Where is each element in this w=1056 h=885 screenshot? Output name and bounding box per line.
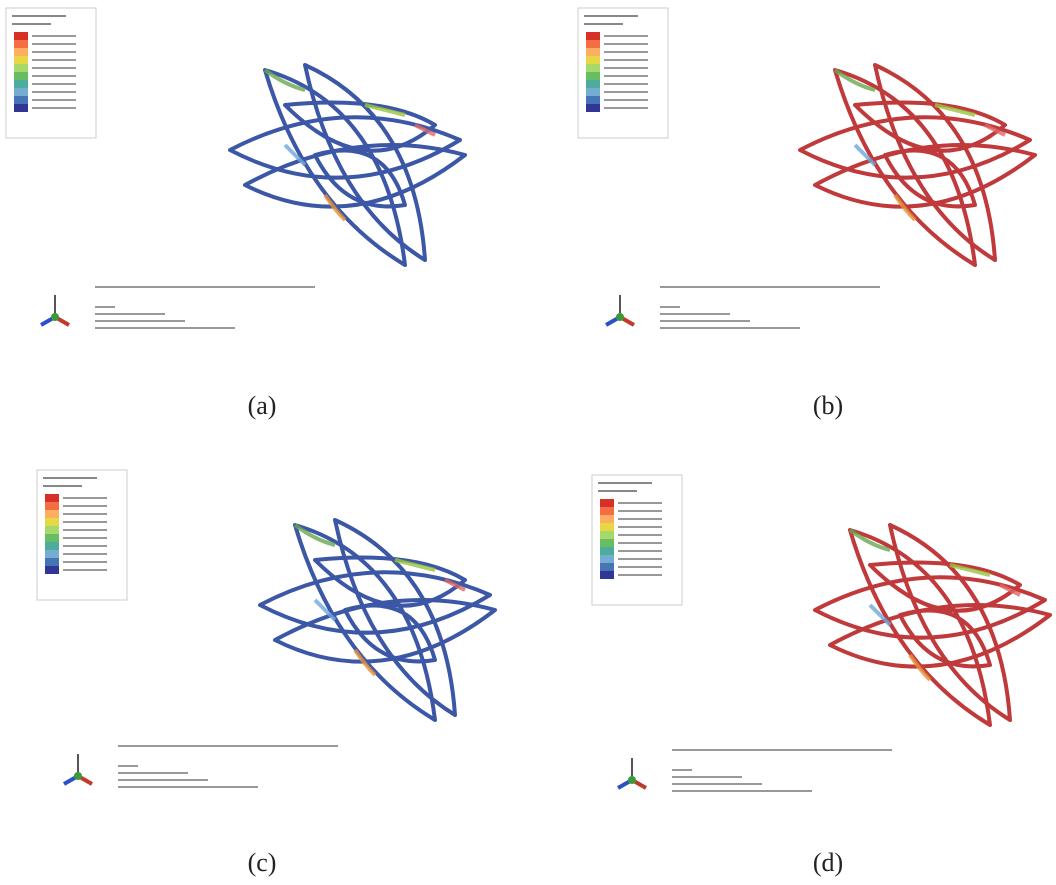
axis-triad (618, 750, 892, 791)
caption: (d) (813, 848, 843, 877)
color-legend (578, 8, 668, 138)
lattice-model (815, 525, 1050, 725)
panel-a (6, 8, 465, 328)
caption: (b) (813, 391, 843, 420)
panel-d (592, 475, 1050, 791)
color-legend (37, 470, 127, 600)
lattice-model (800, 65, 1035, 265)
panel-c (37, 470, 495, 787)
figure: (a) (b) (c) (d) (0, 0, 1056, 885)
axis-triad (41, 287, 315, 328)
lattice-model (260, 520, 495, 720)
caption: (c) (248, 848, 277, 877)
axis-triad (64, 746, 338, 787)
caption: (a) (248, 391, 277, 420)
color-legend (592, 475, 682, 605)
color-legend (6, 8, 96, 138)
axis-triad (606, 287, 880, 328)
page: {"figure": {"captions": ["(a)", "(b)", "… (0, 0, 1056, 885)
lattice-model (230, 65, 465, 265)
panel-b (578, 8, 1035, 328)
